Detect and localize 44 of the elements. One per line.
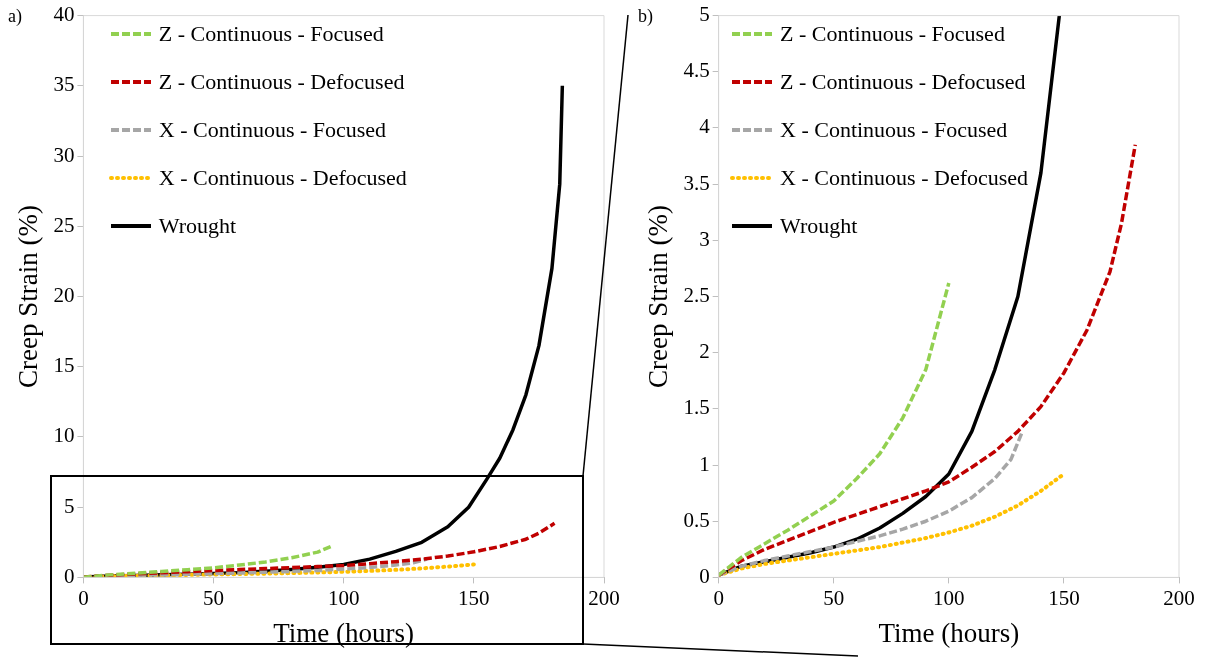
y-tick-label: 0 (699, 563, 710, 588)
legend-label: Wrought (780, 213, 858, 239)
y-tick-label: 3.5 (683, 170, 710, 195)
x-tick-label: 150 (458, 585, 490, 610)
y-tick-label: 2 (699, 339, 710, 364)
text: b) (638, 6, 653, 27)
legend-label: X - Continuous - Focused (780, 117, 1008, 143)
x-tick-label: 50 (823, 585, 845, 610)
y-tick-label: 1.5 (683, 395, 710, 420)
legend-label: Z - Continuous - Defocused (158, 69, 405, 95)
y-tick-label: 4 (699, 114, 711, 139)
y-axis-title: Creep Strain (%) (13, 205, 44, 388)
y-tick-label: 1 (699, 451, 710, 476)
y-tick-label: 40 (53, 2, 75, 27)
text: a) (8, 6, 22, 27)
y-tick-label: 20 (53, 283, 75, 308)
legend-label: Z - Continuous - Focused (780, 21, 1005, 47)
y-tick-label: 25 (53, 212, 75, 237)
x-tick-label: 50 (203, 585, 225, 610)
y-tick-label: 10 (53, 423, 75, 448)
y-tick-label: 0 (63, 563, 75, 588)
legend-label: Wrought (158, 213, 237, 239)
legend-label: Z - Continuous - Defocused (780, 69, 1026, 95)
y-tick-label: 5 (699, 2, 710, 27)
legend-label: X - Continuous - Defocused (780, 165, 1029, 191)
y-tick-label: 0.5 (683, 507, 710, 532)
y-tick-label: 2.5 (683, 283, 710, 308)
legend-label: Z - Continuous - Focused (158, 21, 384, 47)
y-tick-label: 30 (53, 142, 75, 167)
legend-label: X - Continuous - Defocused (158, 165, 407, 191)
x-axis-title: Time (hours) (878, 617, 1020, 648)
x-axis-title: Time (hours) (273, 617, 415, 648)
legend-label: X - Continuous - Focused (158, 117, 387, 143)
y-tick-label: 35 (53, 72, 75, 97)
y-tick-label: 3 (699, 226, 710, 251)
y-axis-title: Creep Strain (%) (643, 205, 674, 388)
x-tick-label: 100 (933, 585, 965, 610)
x-tick-label: 100 (327, 585, 360, 610)
y-tick-label: 4.5 (683, 58, 710, 83)
x-tick-label: 150 (1048, 585, 1080, 610)
y-tick-label: 5 (63, 493, 75, 518)
y-tick-label: 15 (53, 353, 75, 378)
x-tick-label: 200 (588, 585, 620, 610)
x-tick-label: 200 (1163, 585, 1195, 610)
